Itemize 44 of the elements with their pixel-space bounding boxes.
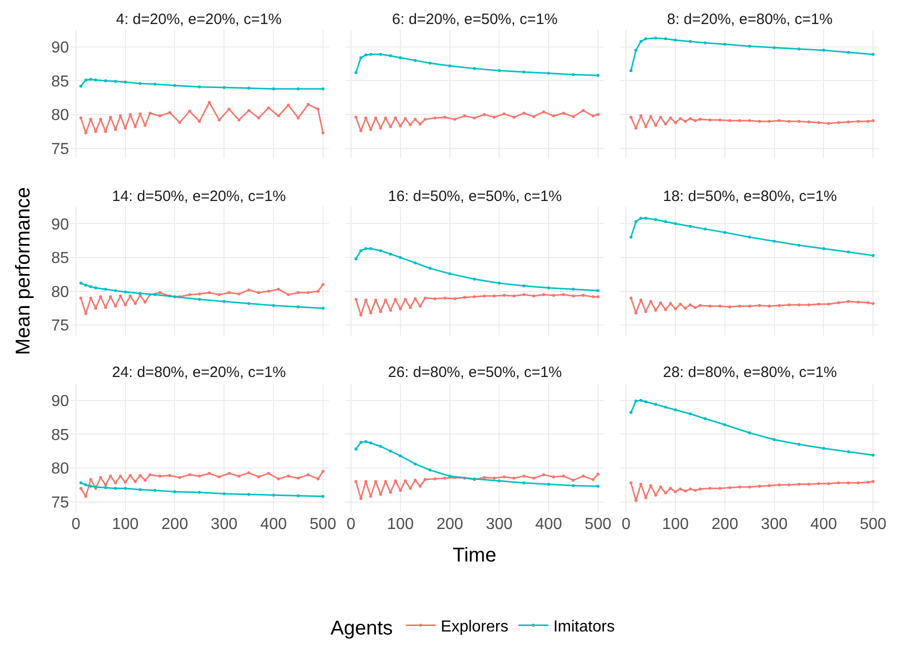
- legend-title: Agents: [330, 617, 393, 640]
- y-tick-label: 90: [51, 392, 70, 410]
- y-tick-label: 85: [51, 426, 70, 444]
- x-tick-label: 300: [760, 516, 788, 533]
- y-tick-label: 80: [51, 284, 70, 301]
- x-tick-label: 300: [210, 516, 238, 533]
- y-tick-label: 80: [51, 107, 70, 124]
- x-tick-label: 100: [112, 516, 139, 533]
- y-tick-label: 85: [51, 73, 70, 90]
- chart-title: 24: d=80%, e=20%, c=1%: [112, 364, 286, 381]
- y-tick-label: 85: [51, 250, 70, 268]
- chart-title: 6: d=20%, e=50%, c=1%: [392, 11, 558, 28]
- x-tick-label: 500: [584, 516, 612, 533]
- x-tick-label: 100: [662, 516, 689, 533]
- y-tick-label: 75: [51, 140, 70, 158]
- y-tick-label: 75: [51, 494, 70, 512]
- chart-title: 4: d=20%, e=20%, c=1%: [116, 11, 282, 28]
- x-axis-title: Time: [452, 544, 496, 566]
- x-tick-label: 0: [71, 516, 80, 533]
- legend-label: Imitators: [553, 618, 615, 636]
- chart-title: 18: d=50%, e=80%, c=1%: [663, 188, 837, 205]
- y-axis-title: Mean performance: [12, 187, 35, 355]
- x-tick-label: 300: [486, 516, 513, 533]
- x-tick-label: 500: [310, 516, 336, 533]
- x-tick-label: 400: [810, 516, 838, 533]
- chart-title: 28: d=80%, e=80%, c=1%: [663, 364, 837, 381]
- x-tick-label: 0: [346, 516, 356, 533]
- x-tick-label: 400: [260, 516, 287, 533]
- x-tick-label: 400: [535, 516, 562, 533]
- x-tick-label: 200: [161, 516, 188, 533]
- chart-title: 26: d=80%, e=50%, c=1%: [388, 364, 562, 381]
- y-tick-label: 90: [51, 40, 70, 57]
- y-tick-label: 75: [51, 318, 70, 335]
- x-tick-label: 100: [387, 516, 414, 533]
- y-tick-label: 80: [51, 460, 70, 478]
- chart-title: 16: d=50%, e=50%, c=1%: [388, 188, 562, 205]
- chart-title: 14: d=50%, e=20%, c=1%: [112, 188, 286, 205]
- x-tick-label: 200: [436, 516, 464, 533]
- y-tick-label: 90: [51, 216, 70, 234]
- x-tick-label: 200: [712, 516, 738, 533]
- chart-title: 8: d=20%, e=80%, c=1%: [667, 11, 833, 28]
- x-tick-label: 500: [860, 516, 887, 533]
- x-tick-label: 0: [622, 516, 631, 533]
- legend-label: Explorers: [440, 618, 508, 636]
